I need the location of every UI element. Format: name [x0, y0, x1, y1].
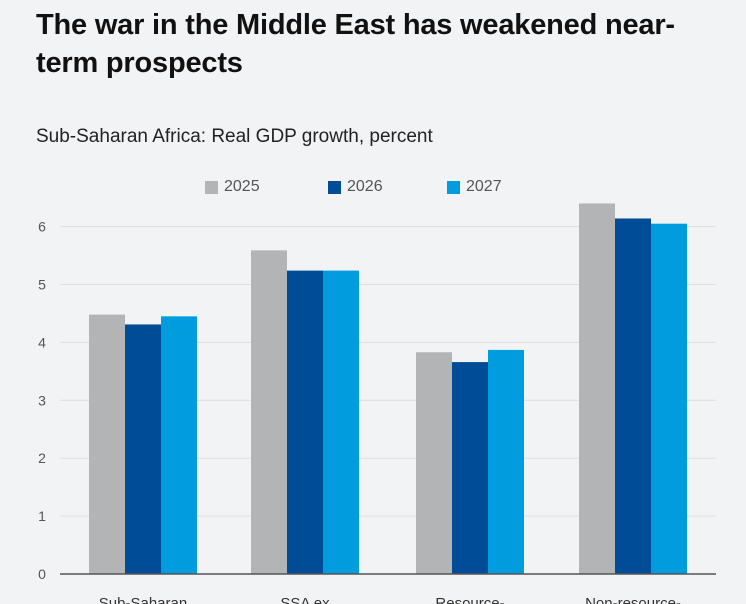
bar-2026	[287, 270, 323, 574]
legend-swatch	[205, 180, 218, 194]
bar-2027	[161, 316, 197, 574]
legend-label: 2025	[224, 178, 260, 195]
bar-2026	[452, 362, 488, 574]
bar-2027	[323, 270, 359, 574]
bar-2025	[89, 314, 125, 574]
y-tick-label: 6	[38, 219, 46, 235]
y-tick-label: 3	[38, 392, 46, 408]
bar-2027	[488, 349, 524, 574]
y-tick-label: 2	[38, 450, 46, 466]
legend-label: 2026	[347, 178, 383, 195]
y-tick-label: 4	[38, 334, 46, 350]
bar-2027	[651, 223, 687, 574]
x-tick-label: Non-resource-	[585, 595, 681, 604]
legend-item: 2026	[328, 178, 383, 196]
legend-swatch	[328, 180, 341, 194]
bar-2026	[615, 218, 651, 574]
chart-subtitle: Sub-Saharan Africa: Real GDP growth, per…	[36, 126, 433, 147]
bar-2025	[416, 352, 452, 574]
x-tick-label: Resource-	[435, 595, 504, 604]
y-tick-label: 1	[38, 508, 46, 524]
legend: 2025 2026 2027	[0, 178, 746, 200]
bar-2025	[579, 203, 615, 574]
chart-title: The war in the Middle East has weakened …	[36, 9, 675, 79]
x-tick-label: SSA ex	[280, 595, 330, 604]
legend-swatch	[447, 180, 460, 194]
legend-item: 2025	[205, 178, 260, 196]
legend-label: 2027	[466, 178, 502, 195]
x-tick-label: Sub-Saharan	[99, 595, 187, 604]
y-tick-label: 5	[38, 277, 46, 293]
y-tick-label: 0	[38, 566, 46, 582]
bar-2025	[251, 250, 287, 575]
legend-item: 2027	[447, 178, 502, 196]
bar-2026	[125, 324, 161, 574]
